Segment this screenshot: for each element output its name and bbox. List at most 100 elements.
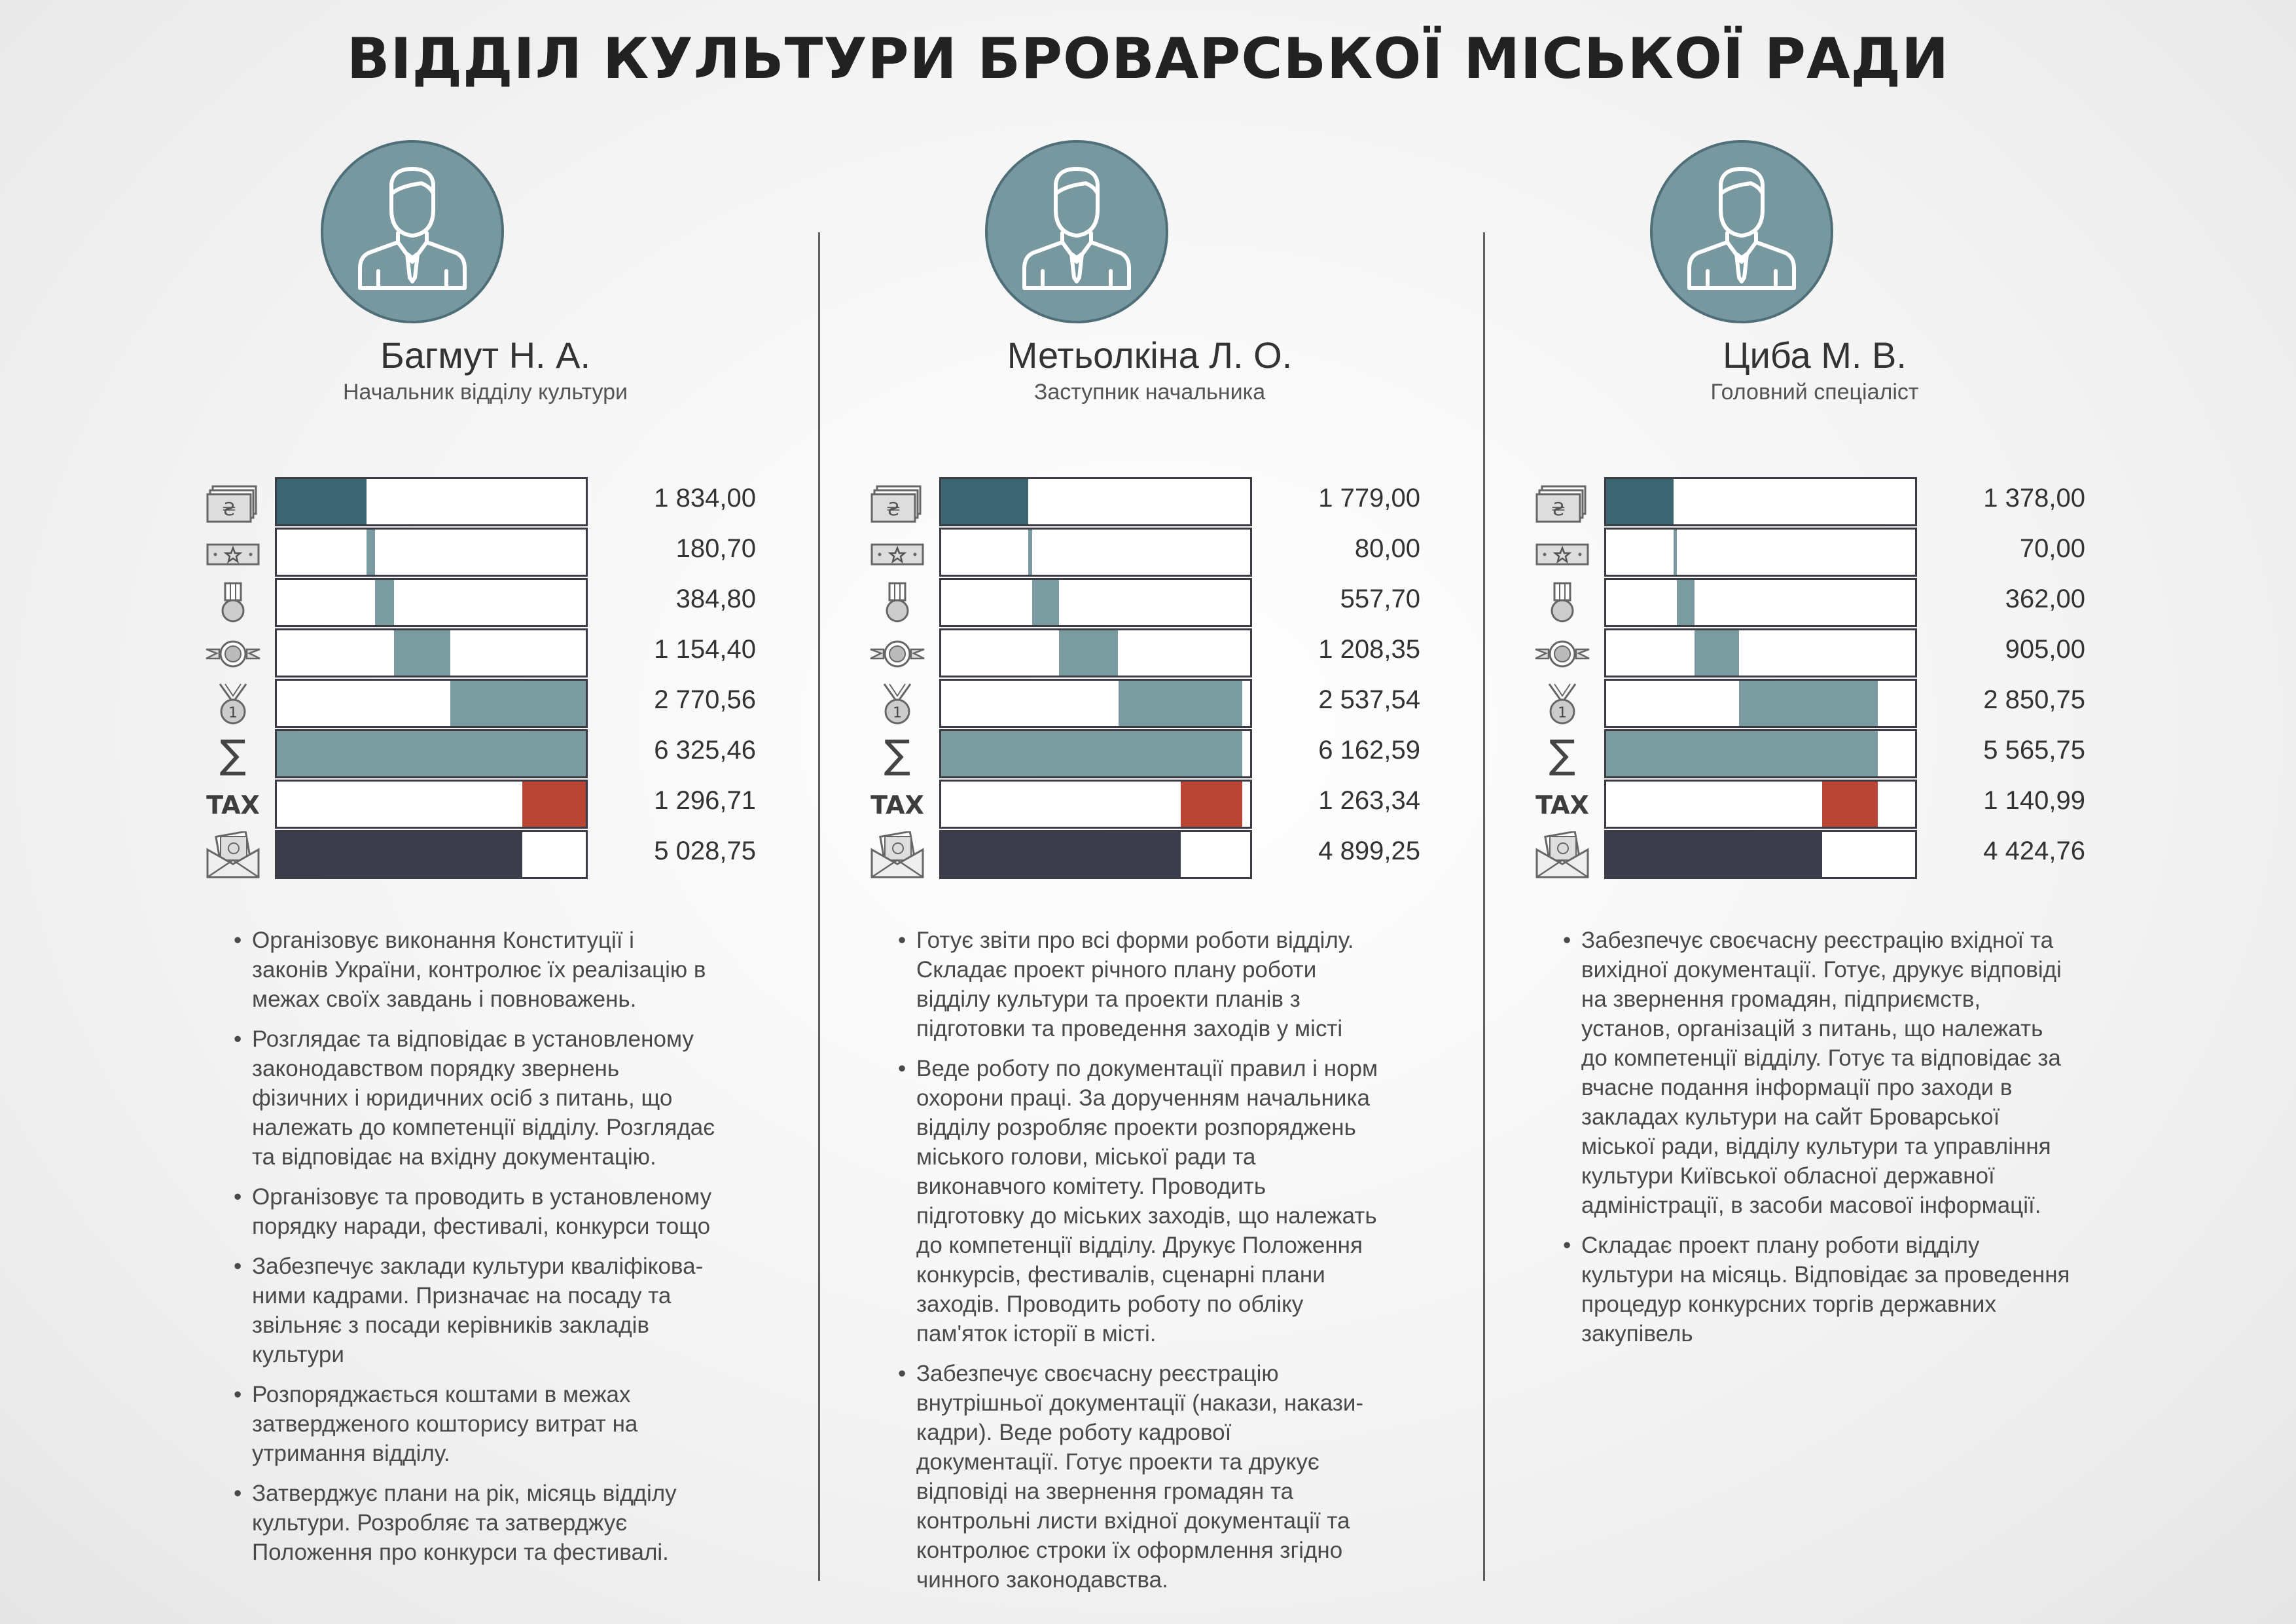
salary-row: ₴ 1 779,00: [818, 477, 1481, 528]
salary-row: 1 2 850,75: [1483, 679, 2146, 729]
salary-row: 80,00: [818, 528, 1481, 578]
value-label: 1 378,00: [1983, 484, 2085, 513]
duties-list: Готує звіти про всі форми роботи відділу…: [895, 926, 1380, 1605]
svg-text:1: 1: [893, 705, 902, 721]
money-envelope-icon: [1533, 831, 1592, 879]
medal-icon: [868, 579, 927, 627]
star-certificate-icon: [868, 529, 927, 577]
employee-name: Багмут Н. А.: [380, 334, 591, 376]
bar-fill: [375, 580, 394, 625]
value-label: 557,70: [1340, 585, 1420, 613]
duty-item: Складає проект плану роботи відділу куль…: [1560, 1231, 2071, 1348]
salary-row: 384,80: [154, 578, 817, 628]
bar-fill: [1059, 630, 1119, 676]
salary-row: 1 154,40: [154, 628, 817, 679]
banknote-icon: ₴: [1533, 478, 1592, 526]
first-place-medal-icon: 1: [868, 680, 927, 728]
first-place-medal-icon: 1: [1533, 680, 1592, 728]
bar-fill: [1031, 580, 1060, 625]
value-bar: [275, 477, 588, 526]
value-label: 384,80: [675, 585, 756, 613]
bar-fill: [1606, 479, 1674, 524]
employee-column: Багмут Н. А. Начальник відділу культури ₴ 1…: [154, 0, 817, 1624]
duty-item: Розпоряджається коштами в межах затвердж…: [231, 1380, 715, 1468]
money-envelope-icon: [204, 831, 262, 879]
value-label: 5 028,75: [654, 837, 756, 865]
first-place-medal-icon: 1: [204, 680, 262, 728]
value-bar: [275, 780, 588, 829]
bar-fill: [1606, 731, 1878, 776]
value-bar: [939, 729, 1252, 778]
value-label: 905,00: [2005, 635, 2085, 664]
sum-icon: ∑: [1549, 731, 1576, 778]
value-label: 2 850,75: [1983, 685, 2085, 714]
value-label: 4 899,25: [1318, 837, 1420, 865]
bar-fill: [941, 479, 1028, 524]
value-bar: [1604, 578, 1917, 627]
svg-text:₴: ₴: [222, 498, 236, 520]
salary-row: ∑ 6 162,59: [818, 729, 1481, 780]
salary-row: 180,70: [154, 528, 817, 578]
value-bar: [275, 679, 588, 728]
svg-text:1: 1: [1558, 705, 1567, 721]
value-bar: [939, 628, 1252, 677]
employee-name: Метьолкіна Л. О.: [1007, 334, 1293, 376]
value-bar: [1604, 477, 1917, 526]
value-bar: [1604, 729, 1917, 778]
value-label: 1 779,00: [1318, 484, 1420, 513]
value-bar: [939, 679, 1252, 728]
bar-fill: [1180, 782, 1242, 827]
bar-fill: [941, 832, 1181, 877]
bar-fill: [1695, 630, 1739, 676]
employee-column: Циба М. В. Головний спеціаліст ₴ 1 378,00 70…: [1483, 0, 2146, 1624]
bar-fill: [1677, 580, 1695, 625]
salary-row: ₴ 1 834,00: [154, 477, 817, 528]
bar-fill: [1118, 681, 1242, 726]
svg-text:₴: ₴: [886, 498, 901, 520]
banknote-icon: ₴: [204, 478, 262, 526]
duty-item: Веде роботу по документації правил і нор…: [895, 1054, 1380, 1348]
duty-item: Готує звіти про всі форми роботи відділу…: [895, 926, 1380, 1043]
salary-row: ∑ 5 565,75: [1483, 729, 2146, 780]
bar-fill: [277, 479, 367, 524]
value-bar: [939, 780, 1252, 829]
value-label: 5 565,75: [1983, 736, 2085, 765]
tax-icon: TAX: [1535, 790, 1589, 820]
salary-row: 1 2 770,56: [154, 679, 817, 729]
value-label: 6 162,59: [1318, 736, 1420, 765]
bar-fill: [394, 630, 451, 676]
avatar: [321, 140, 504, 323]
bar-fill: [450, 681, 586, 726]
duty-item: Затверджує плани на рік, місяць відділу …: [231, 1479, 715, 1567]
salary-row: 362,00: [1483, 578, 2146, 628]
employee-name: Циба М. В.: [1723, 334, 1907, 376]
bar-fill: [277, 832, 523, 877]
value-bar: [939, 477, 1252, 526]
value-label: 362,00: [2005, 585, 2085, 613]
avatar: [1650, 140, 1833, 323]
employee-column: Метьолкіна Л. О. Заступник начальника ₴ 1 7…: [818, 0, 1481, 1624]
value-label: 70,00: [2019, 534, 2085, 563]
banknote-icon: ₴: [868, 478, 927, 526]
medal-icon: [1533, 579, 1592, 627]
award-ribbon-icon: [1533, 630, 1592, 677]
bar-fill: [522, 782, 586, 827]
value-bar: [275, 578, 588, 627]
bar-fill: [366, 530, 376, 575]
column-divider: [818, 232, 820, 1581]
salary-row: TAX 1 296,71: [154, 780, 817, 830]
svg-text:₴: ₴: [1551, 498, 1566, 520]
value-label: 180,70: [675, 534, 756, 563]
star-certificate-icon: [1533, 529, 1592, 577]
value-label: 1 208,35: [1318, 635, 1420, 664]
salary-row: 4 899,25: [818, 830, 1481, 880]
value-label: 80,00: [1354, 534, 1420, 563]
duty-item: Організовує виконання Конституції і зако…: [231, 926, 715, 1014]
svg-text:1: 1: [228, 705, 238, 721]
salary-row: 70,00: [1483, 528, 2146, 578]
page-title: ВІДДІЛ КУЛЬТУРИ БРОВАРСЬКОЇ МІСЬКОЇ РАДИ: [346, 26, 1950, 92]
value-label: 4 424,76: [1983, 837, 2085, 865]
salary-row: 1 2 537,54: [818, 679, 1481, 729]
star-certificate-icon: [204, 529, 262, 577]
salary-row: TAX 1 140,99: [1483, 780, 2146, 830]
